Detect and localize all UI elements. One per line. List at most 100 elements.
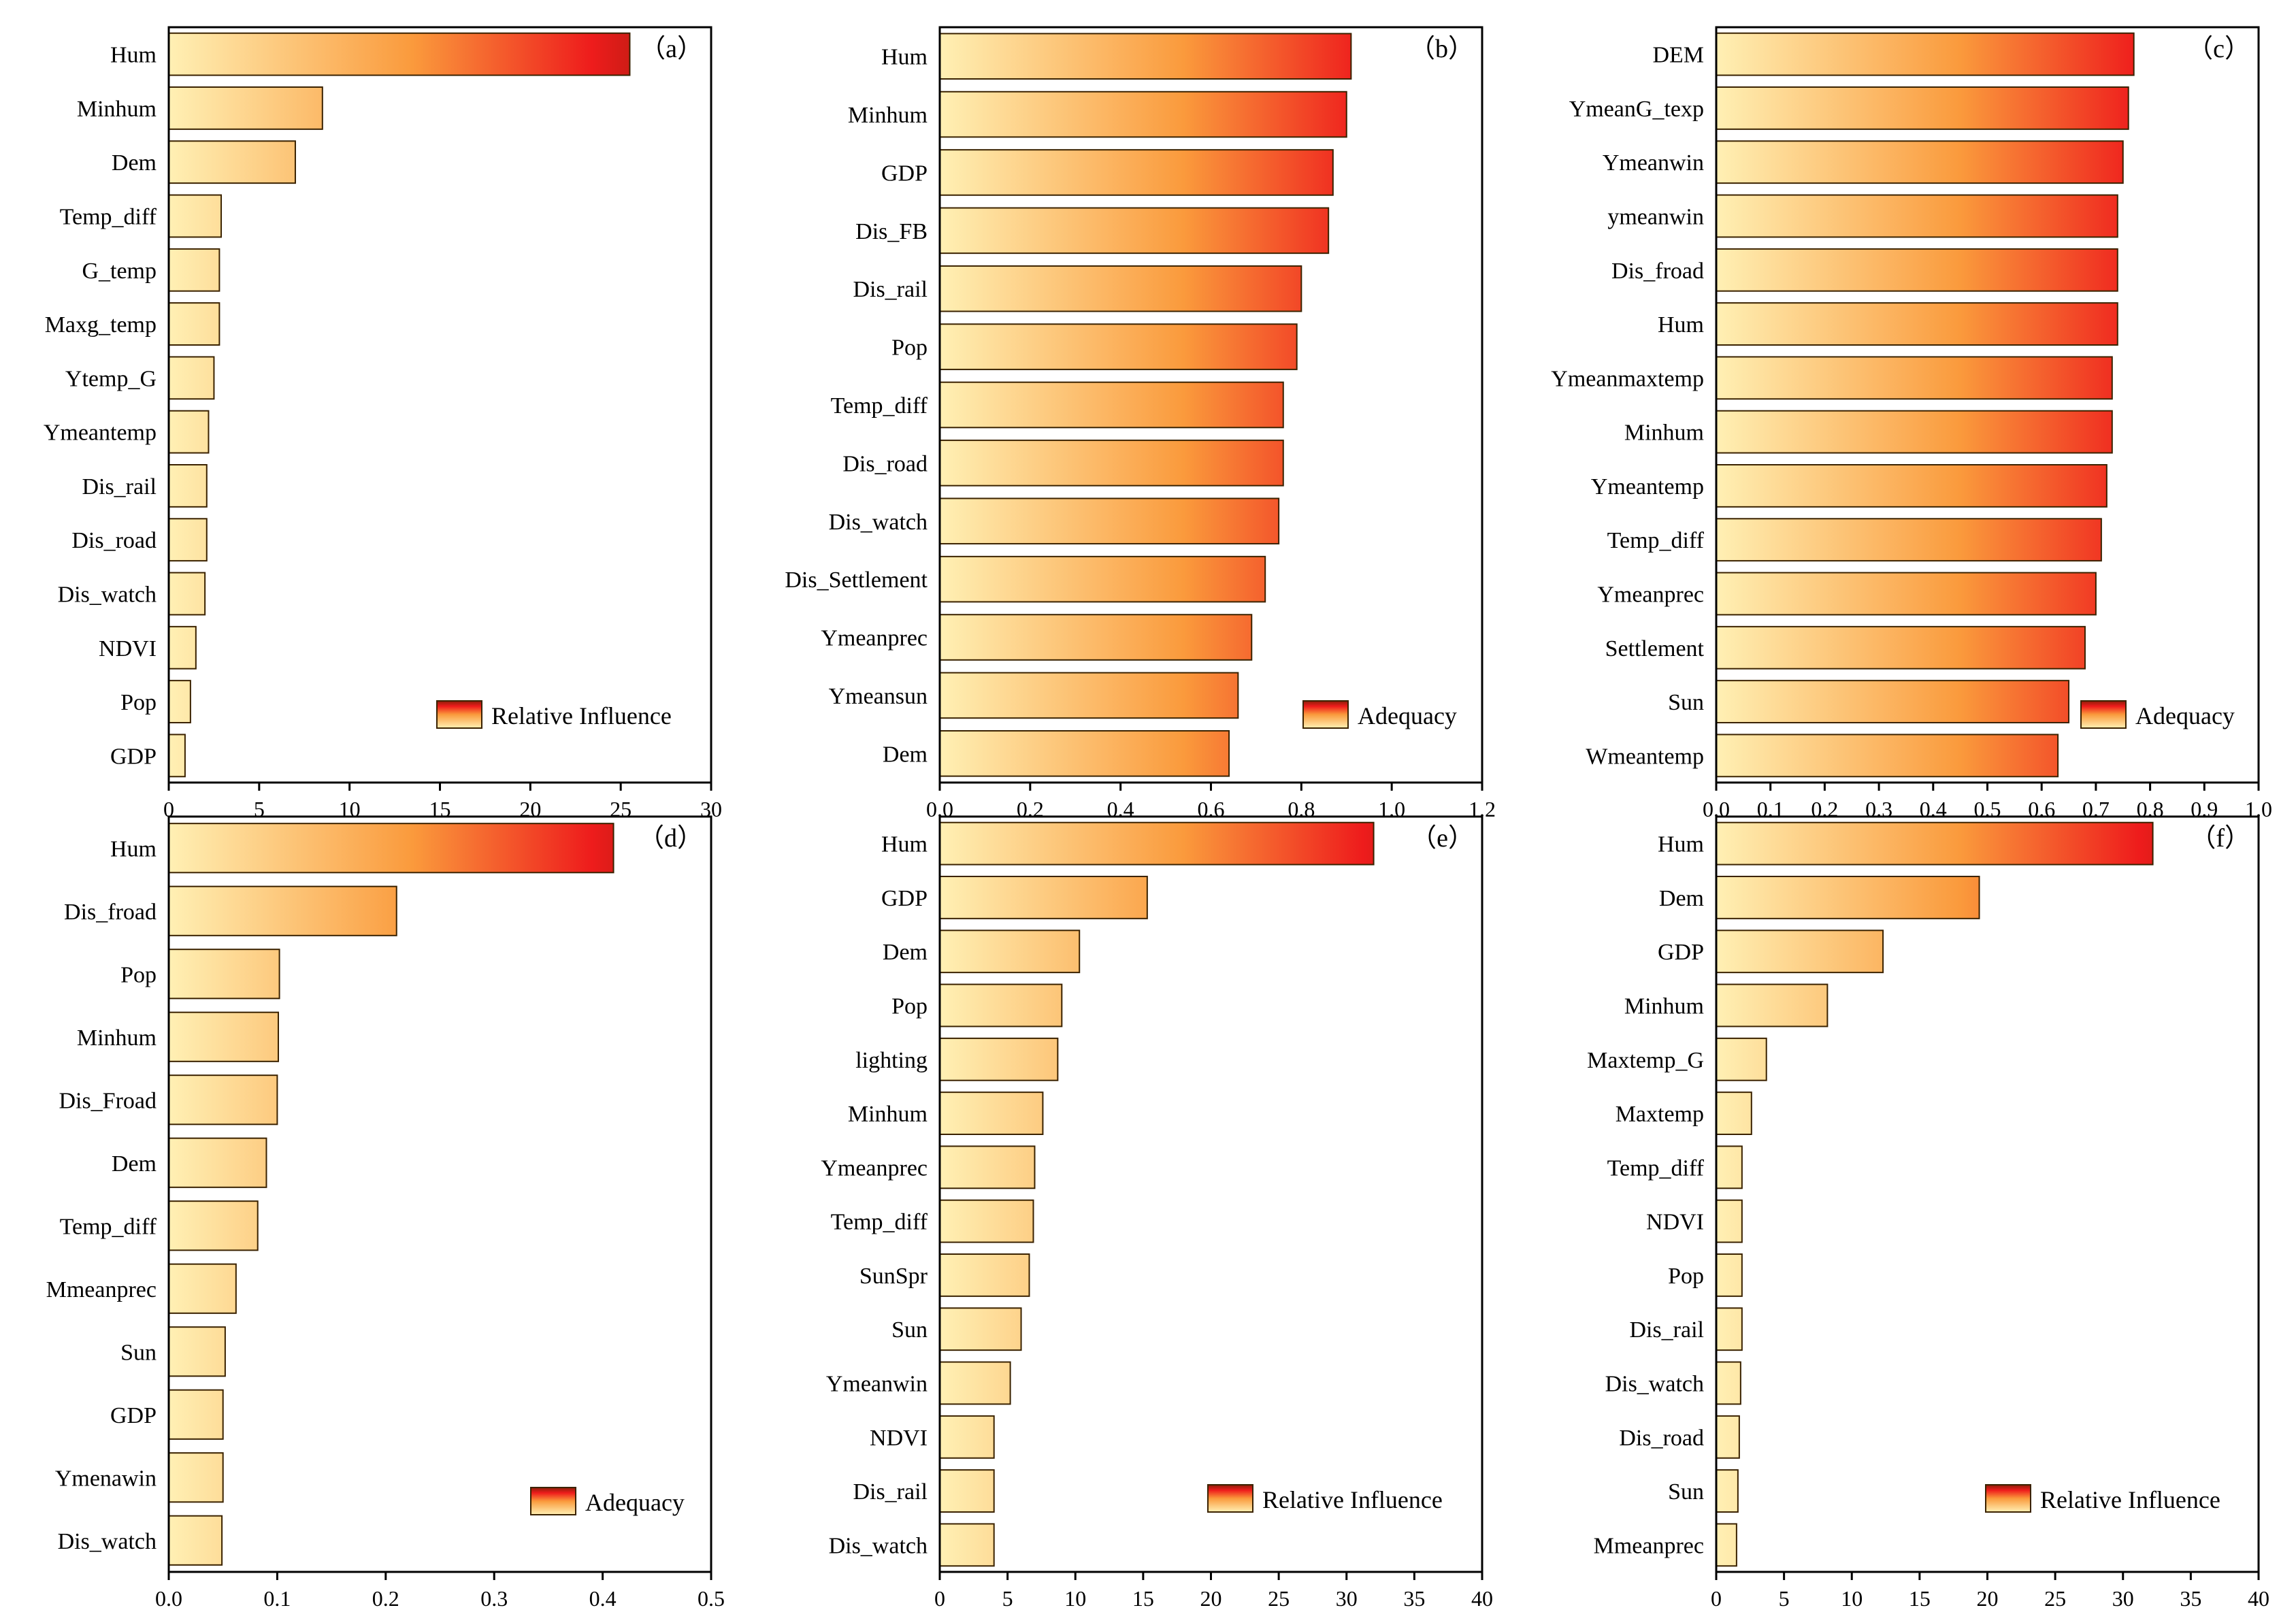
x-tick-label: 20: [519, 797, 541, 821]
bar: [1716, 734, 2059, 778]
bar: [1716, 86, 2129, 130]
category-label: Sun: [891, 1317, 928, 1343]
chart-panel-1: Hum Minhum Dem Temp_diff G_temp Maxg_temp Ytem…: [44, 26, 722, 821]
bar: [1716, 1253, 1743, 1297]
bar: [168, 1137, 267, 1188]
x-tick-label: 10: [1841, 1586, 1863, 1610]
category-label: Dis_watch: [58, 582, 157, 608]
category-label: NDVI: [1646, 1210, 1704, 1235]
category-label: Wmeantemp: [1586, 744, 1704, 769]
bar: [1716, 572, 2097, 616]
category-label: Minhum: [77, 1025, 157, 1051]
x-tick-label: 40: [2248, 1586, 2269, 1610]
legend-label: Relative Influence: [2040, 1486, 2220, 1513]
category-label: GDP: [110, 744, 157, 769]
bar: [168, 1011, 279, 1062]
x-tick-label: 25: [2044, 1586, 2066, 1610]
category-label: DEM: [1652, 43, 1704, 68]
x-tick-label: 30: [2112, 1586, 2134, 1610]
bar: [168, 518, 208, 562]
bar: [939, 149, 1334, 196]
category-label: Hum: [1658, 312, 1704, 338]
category-label: Dis_watch: [1605, 1372, 1704, 1397]
panel-label: （f）: [2190, 824, 2250, 853]
bar: [168, 1074, 278, 1126]
x-tick-label: 0.1: [1757, 797, 1784, 821]
panel-label: （e）: [1411, 824, 1474, 853]
legend-swatch: [530, 1487, 576, 1515]
x-tick-label: 20: [1977, 1586, 1999, 1610]
category-label: Dem: [1659, 886, 1704, 911]
category-label: Hum: [1658, 832, 1704, 857]
category-label: Maxtemp: [1616, 1102, 1704, 1127]
legend-swatch: [1302, 700, 1349, 729]
legend-swatch: [1985, 1484, 2031, 1513]
bar: [1716, 680, 2070, 723]
bar: [939, 730, 1230, 777]
chart-panel-6: Hum Dem GDP Minhum Maxtemp_G Maxtemp Temp_diff…: [1587, 815, 2269, 1610]
category-label: Ymeanprec: [821, 1155, 928, 1181]
x-tick-label: 5: [254, 797, 265, 821]
x-tick-label: 0.0: [155, 1586, 182, 1610]
category-label: GDP: [110, 1403, 157, 1428]
x-tick-label: 15: [429, 797, 451, 821]
x-tick-label: 0.5: [698, 1586, 725, 1610]
category-label: Minhum: [1624, 421, 1704, 446]
bar: [939, 207, 1330, 254]
category-label: Temp_diff: [831, 1210, 928, 1235]
bar: [1716, 1415, 1740, 1459]
bar: [939, 1307, 1022, 1351]
bar: [939, 876, 1148, 919]
bar: [939, 440, 1284, 487]
bar: [939, 91, 1347, 138]
bar: [1716, 983, 1828, 1028]
category-label: Dis_rail: [1629, 1317, 1704, 1343]
category-label: Pop: [120, 690, 157, 715]
category-label: Dis_rail: [853, 1479, 928, 1505]
bar: [939, 497, 1280, 545]
x-tick-label: 40: [1471, 1586, 1493, 1610]
x-tick-label: 0.4: [1920, 797, 1947, 821]
x-tick-label: 1.0: [1378, 797, 1405, 821]
bar: [168, 823, 614, 874]
x-tick-label: 0.7: [2082, 797, 2110, 821]
bar: [939, 265, 1302, 312]
x-tick-label: 15: [1909, 1586, 1931, 1610]
bar: [1716, 1037, 1767, 1081]
legend: Adequacy: [530, 1487, 685, 1516]
category-label: Dis_road: [71, 528, 157, 553]
category-label: GDP: [1658, 940, 1704, 965]
category-label: Ymenawin: [55, 1466, 157, 1491]
x-tick-label: 0.6: [1198, 797, 1225, 821]
bar: [168, 140, 296, 184]
category-label: GDP: [881, 886, 928, 911]
category-label: Pop: [891, 335, 928, 361]
legend-swatch: [2080, 700, 2127, 729]
legend: Adequacy: [1302, 700, 1457, 729]
category-label: G_temp: [82, 259, 157, 284]
category-label: Mmeanprec: [46, 1277, 157, 1302]
x-tick-label: 10: [1064, 1586, 1086, 1610]
category-label: Ymeantemp: [44, 421, 157, 446]
legend-swatch: [1207, 1484, 1253, 1513]
category-label: Minhum: [77, 97, 157, 122]
bar: [168, 1515, 223, 1566]
bar: [1716, 930, 1884, 974]
category-label: ymeanwin: [1607, 205, 1704, 230]
bar: [168, 1452, 224, 1503]
category-label: Dis_froad: [64, 900, 157, 925]
bar: [168, 248, 220, 292]
bar: [939, 1199, 1034, 1243]
x-tick-label: 20: [1200, 1586, 1222, 1610]
x-tick-label: 0.2: [1811, 797, 1838, 821]
legend: Adequacy: [2080, 700, 2235, 729]
x-tick-label: 5: [1002, 1586, 1013, 1610]
bar: [939, 983, 1063, 1028]
category-label: Dem: [112, 150, 157, 176]
category-label: NDVI: [99, 636, 157, 661]
category-label: Dis_FB: [855, 219, 928, 244]
category-label: Minhum: [848, 1102, 928, 1127]
x-tick-label: 0.5: [1974, 797, 2001, 821]
category-label: YmeanG_texp: [1569, 97, 1704, 122]
